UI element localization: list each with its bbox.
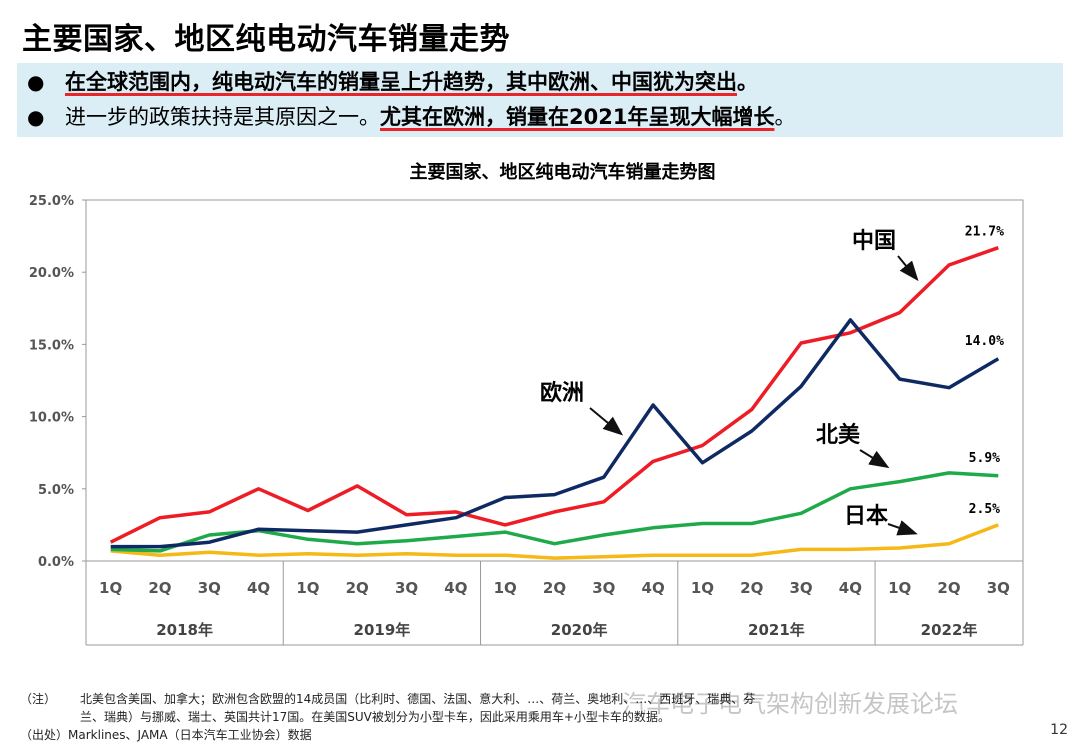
bullet-2-end: 。 [774, 105, 796, 129]
x-tick-label: 4Q [839, 579, 862, 597]
x-tick-label: 3Q [198, 579, 221, 597]
chart-title: 主要国家、地区纯电动汽车销量走势图 [410, 161, 716, 183]
arrow-icon [589, 407, 624, 436]
bullet-item-2: ● 进一步的政策扶持是其原因之一。尤其在欧洲，销量在2021年呈现大幅增长。 [17, 100, 1063, 134]
note-line-2: 兰、瑞典）与挪威、瑞士、英国共计17国。在美国SUV被划分为小型卡车，因此采用乘… [20, 708, 755, 726]
series-label: 中国 [852, 229, 896, 254]
x-tick-label: 4Q [642, 579, 665, 597]
data-label-end: 21.7% [965, 225, 1004, 240]
y-tick-label: 10.0% [29, 411, 74, 426]
x-tick-label: 3Q [592, 579, 615, 597]
note-line-1: （注） 北美包含美国、加拿大；欧洲包含欧盟的14成员国（比利时、德国、法国、意大利… [20, 690, 755, 708]
year-label: 2021年 [748, 621, 805, 639]
arrow-icon [897, 255, 919, 282]
y-tick-label: 15.0% [29, 338, 74, 353]
bullet-1-emphasis: 在全球范围内，纯电动汽车的销量呈上升趋势，其中欧洲、中国犹为突出 [65, 70, 737, 94]
series-line-1 [109, 246, 999, 544]
arrow-icon [887, 520, 918, 536]
x-tick-label: 2Q [148, 579, 171, 597]
data-label-end: 14.0% [965, 334, 1004, 349]
series-line-0 [110, 318, 1000, 549]
x-tick-label: 4Q [444, 579, 467, 597]
footnotes: （注） 北美包含美国、加拿大；欧洲包含欧盟的14成员国（比利时、德国、法国、意大利… [20, 690, 755, 744]
x-tick-label: 1Q [99, 579, 122, 597]
series-label: 北美 [816, 422, 861, 448]
x-tick-label: 2Q [740, 579, 763, 597]
bullet-dot: ● [27, 70, 45, 94]
data-label-end: 2.5% [969, 502, 1000, 517]
arrow-icon [859, 449, 890, 469]
bullet-2-emphasis: 尤其在欧洲，销量在2021年呈现大幅增长 [380, 105, 775, 129]
year-label: 2020年 [551, 621, 608, 639]
x-tick-label: 3Q [987, 579, 1010, 597]
x-tick-label: 2Q [937, 579, 960, 597]
page-number: 12 [1050, 722, 1068, 738]
y-tick-label: 20.0% [29, 266, 74, 281]
x-tick-label: 4Q [247, 579, 270, 597]
y-tick-label: 5.0% [38, 483, 74, 498]
note-text-1: 北美包含美国、加拿大；欧洲包含欧盟的14成员国（比利时、德国、法国、意大利、…、… [80, 692, 756, 706]
year-label: 2019年 [354, 621, 411, 639]
bullet-1-end: 。 [737, 70, 758, 94]
note-label: （注） [20, 692, 57, 706]
year-label: 2022年 [921, 621, 978, 639]
x-tick-label: 3Q [789, 579, 812, 597]
y-tick-label: 0.0% [38, 555, 74, 570]
series-label: 欧洲 [540, 380, 584, 406]
y-tick-label: 25.0% [29, 194, 74, 209]
x-tick-label: 2Q [346, 579, 369, 597]
series-label: 日本 [844, 504, 888, 529]
watermark-text: 汽车电子电气架构创新发展论坛 [622, 690, 958, 718]
source-line: （出处）Marklines、JAMA（日本汽车工业协会）数据 [20, 726, 755, 744]
data-label-end: 5.9% [969, 451, 1000, 466]
x-tick-label: 1Q [691, 579, 714, 597]
bullet-2-lead: 进一步的政策扶持是其原因之一。 [65, 105, 380, 129]
x-tick-label: 2Q [543, 579, 566, 597]
bullet-dot: ● [27, 105, 45, 129]
series-line-3 [110, 523, 999, 560]
line-chart: 主要国家、地区纯电动汽车销量走势图 0.0% 5.0% 10.0% 15.0% 20.0%… [29, 161, 1024, 646]
source-text: Marklines、JAMA（日本汽车工业协会）数据 [68, 728, 312, 742]
year-label: 2018年 [156, 621, 213, 639]
x-tick-label: 1Q [494, 579, 517, 597]
source-label: （出处） [20, 728, 69, 742]
plot-area [85, 199, 1024, 562]
bullet-item-1: ● 在全球范围内，纯电动汽车的销量呈上升趋势，其中欧洲、中国犹为突出。 [17, 65, 1063, 99]
bullet-panel: ● 在全球范围内，纯电动汽车的销量呈上升趋势，其中欧洲、中国犹为突出。 ● 进一… [17, 63, 1063, 137]
note-text-2: 兰、瑞典）与挪威、瑞士、英国共计17国。在美国SUV被划分为小型卡车，因此采用乘… [80, 710, 670, 724]
x-tick-label: 3Q [395, 579, 418, 597]
x-tick-label: 1Q [888, 579, 911, 597]
x-tick-label: 1Q [296, 579, 319, 597]
page-title: 主要国家、地区纯电动汽车销量走势 [22, 22, 510, 57]
